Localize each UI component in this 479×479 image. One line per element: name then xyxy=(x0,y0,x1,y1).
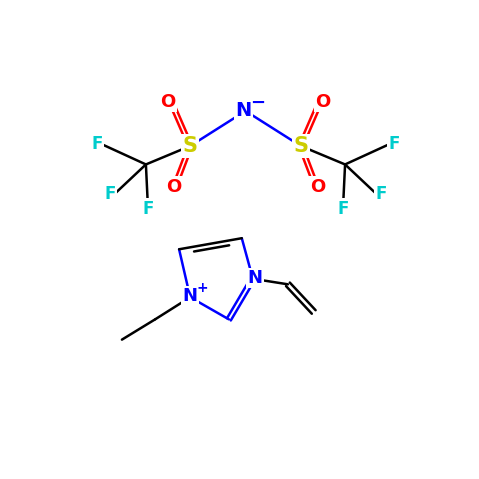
Text: O: O xyxy=(315,93,331,111)
Text: F: F xyxy=(388,135,399,153)
Text: F: F xyxy=(142,200,153,217)
Text: −: − xyxy=(250,94,265,112)
Text: O: O xyxy=(160,93,176,111)
Text: S: S xyxy=(182,136,198,156)
Text: F: F xyxy=(91,135,103,153)
Text: N: N xyxy=(236,102,252,120)
Text: O: O xyxy=(310,178,325,195)
Text: F: F xyxy=(375,185,387,203)
Text: N: N xyxy=(182,287,198,306)
Text: F: F xyxy=(338,200,349,217)
Text: +: + xyxy=(196,281,208,295)
Text: S: S xyxy=(293,136,308,156)
Text: N: N xyxy=(247,269,262,287)
Text: F: F xyxy=(104,185,116,203)
Text: O: O xyxy=(166,178,181,195)
